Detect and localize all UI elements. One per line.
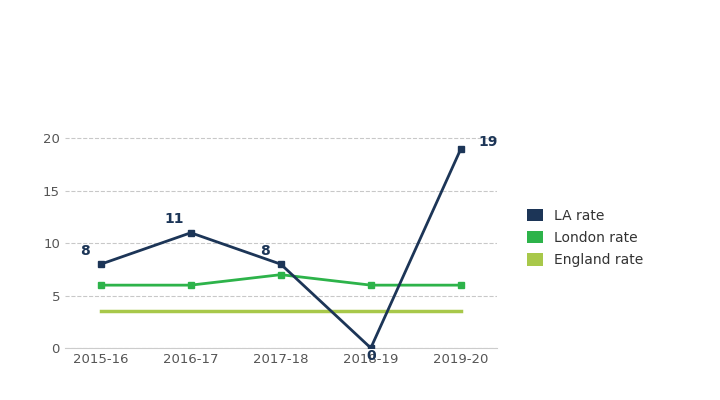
Legend: LA rate, London rate, England rate: LA rate, London rate, England rate <box>521 203 649 273</box>
Text: 0: 0 <box>366 349 376 363</box>
Text: 8: 8 <box>80 244 89 258</box>
Text: problem during the year (%): problem during the year (%) <box>18 72 297 90</box>
Text: 8: 8 <box>260 244 269 258</box>
Text: 11: 11 <box>165 212 184 226</box>
Text: CLA identified as having a substance misuse: CLA identified as having a substance mis… <box>18 27 456 45</box>
Text: 19: 19 <box>479 135 498 149</box>
